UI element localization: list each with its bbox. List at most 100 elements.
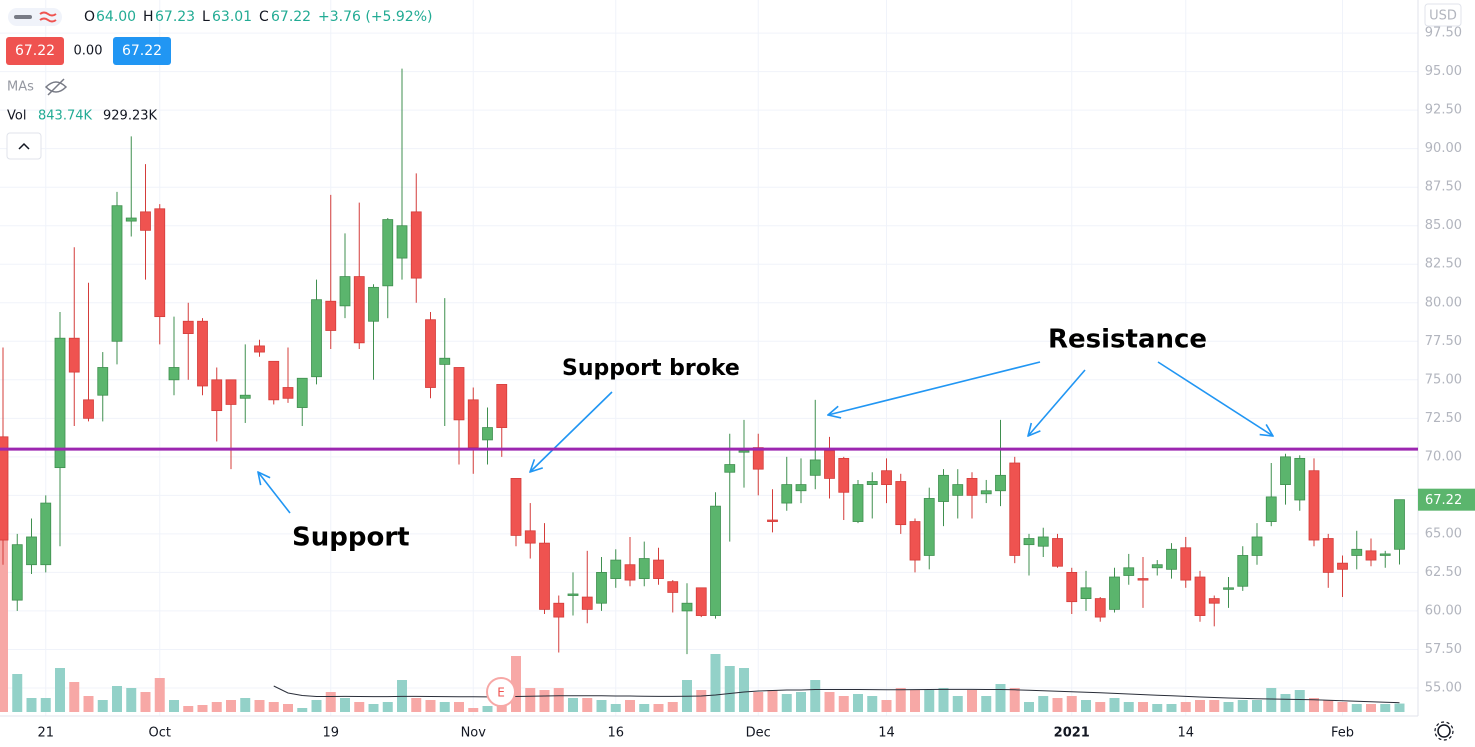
currency: USD <box>1429 9 1457 24</box>
candle-body <box>353 276 365 344</box>
candle-body <box>909 521 921 561</box>
earnings-icon[interactable] <box>486 677 516 707</box>
volume-bar <box>311 700 322 712</box>
volume-bar <box>482 706 493 712</box>
candle-body <box>1052 538 1063 567</box>
candle-body <box>995 474 1006 492</box>
arrow <box>1028 369 1086 436</box>
candle-body <box>1365 550 1377 561</box>
volume-bar <box>739 668 749 712</box>
candle-body <box>97 367 109 396</box>
candle-body <box>482 427 493 441</box>
candle-body <box>1094 598 1106 618</box>
y-tick-label: 82.50 <box>1425 257 1462 272</box>
candle-body <box>1109 576 1120 610</box>
candle-body <box>852 484 864 522</box>
volume-bar <box>1066 696 1077 712</box>
candle-body <box>68 337 80 373</box>
candle-body <box>40 502 52 566</box>
volume-bar <box>1323 700 1334 712</box>
volume-bar <box>582 698 593 712</box>
volume-bar <box>1252 700 1262 712</box>
candle-body <box>83 399 94 419</box>
volume-bar <box>867 696 878 712</box>
candle-body <box>581 596 593 610</box>
candle-body <box>1009 462 1021 556</box>
volume-bar <box>539 690 550 712</box>
volume-bar <box>596 700 607 712</box>
volume-bar <box>382 702 393 712</box>
y-tick-label: 72.50 <box>1425 411 1462 426</box>
volume-bar <box>1180 702 1191 712</box>
volume-bar <box>411 698 422 712</box>
annotation: Support <box>292 523 410 553</box>
candle-body <box>809 459 821 476</box>
candle-body <box>1394 499 1405 550</box>
buy-button[interactable] <box>113 37 171 65</box>
candle-body <box>111 205 123 342</box>
volume-bar <box>1123 702 1134 712</box>
volume-bar <box>781 694 792 712</box>
volume-bar <box>1038 696 1049 712</box>
header-value: 67.23 <box>155 9 195 25</box>
icon-part <box>39 11 57 23</box>
volume-bar <box>1166 704 1177 712</box>
candle-body <box>496 384 508 428</box>
volume-bar <box>1009 688 1020 712</box>
candle-body <box>752 447 764 470</box>
sell-button[interactable] <box>6 37 64 65</box>
volume-bar <box>12 674 23 712</box>
volume-bar <box>881 700 892 712</box>
volume-bar <box>553 688 564 712</box>
y-tick-label: 90.00 <box>1425 141 1462 156</box>
candle-body <box>1251 536 1263 556</box>
candle-body <box>1023 538 1035 546</box>
x-tick-label: Dec <box>746 726 771 741</box>
volume-bar <box>154 678 165 712</box>
candle-body <box>1379 553 1391 556</box>
indicator-name: MAs <box>7 80 34 95</box>
collapse-button[interactable] <box>6 132 42 160</box>
volume-bar <box>1294 690 1305 712</box>
hidden-icon[interactable] <box>44 78 68 96</box>
volume-bar <box>354 702 365 712</box>
candle-body <box>168 367 180 381</box>
candle-body <box>866 481 878 485</box>
volume-bar <box>710 654 721 712</box>
candle-body <box>881 470 892 485</box>
candle-body <box>667 581 679 593</box>
candle-body <box>325 300 337 331</box>
volume-bar <box>981 696 992 712</box>
x-tick-label: Nov <box>461 726 487 741</box>
volume-bar <box>340 698 350 712</box>
volume-bar <box>97 700 108 712</box>
currency-box[interactable] <box>1424 3 1462 27</box>
candle-body <box>268 360 280 401</box>
volume-bar <box>796 692 806 712</box>
volume-bar <box>1394 703 1405 712</box>
annotation: Support broke <box>562 356 740 381</box>
volume-bar <box>197 705 208 712</box>
candle-body <box>1123 567 1135 576</box>
candle-body <box>539 542 550 610</box>
volume-bar <box>1052 698 1063 712</box>
volume-bar <box>83 696 94 712</box>
candle-body <box>1037 536 1049 547</box>
candle-body <box>524 530 536 544</box>
volume-bar <box>824 692 835 712</box>
x-tick-label: 14 <box>1177 726 1194 741</box>
candle-body <box>311 299 322 378</box>
volume-bar <box>525 688 536 712</box>
y-tick-label: 62.50 <box>1425 565 1462 580</box>
candle-body <box>610 559 622 579</box>
volume-bar <box>511 656 521 712</box>
candle-body <box>467 399 479 449</box>
volume-bar <box>1209 700 1220 712</box>
candle-body <box>339 276 351 307</box>
settings-icon[interactable] <box>1434 721 1454 741</box>
volume-bar <box>283 704 293 712</box>
candle-body <box>1180 547 1192 581</box>
candle-body <box>1265 496 1277 522</box>
x-tick-label: 19 <box>322 726 339 741</box>
